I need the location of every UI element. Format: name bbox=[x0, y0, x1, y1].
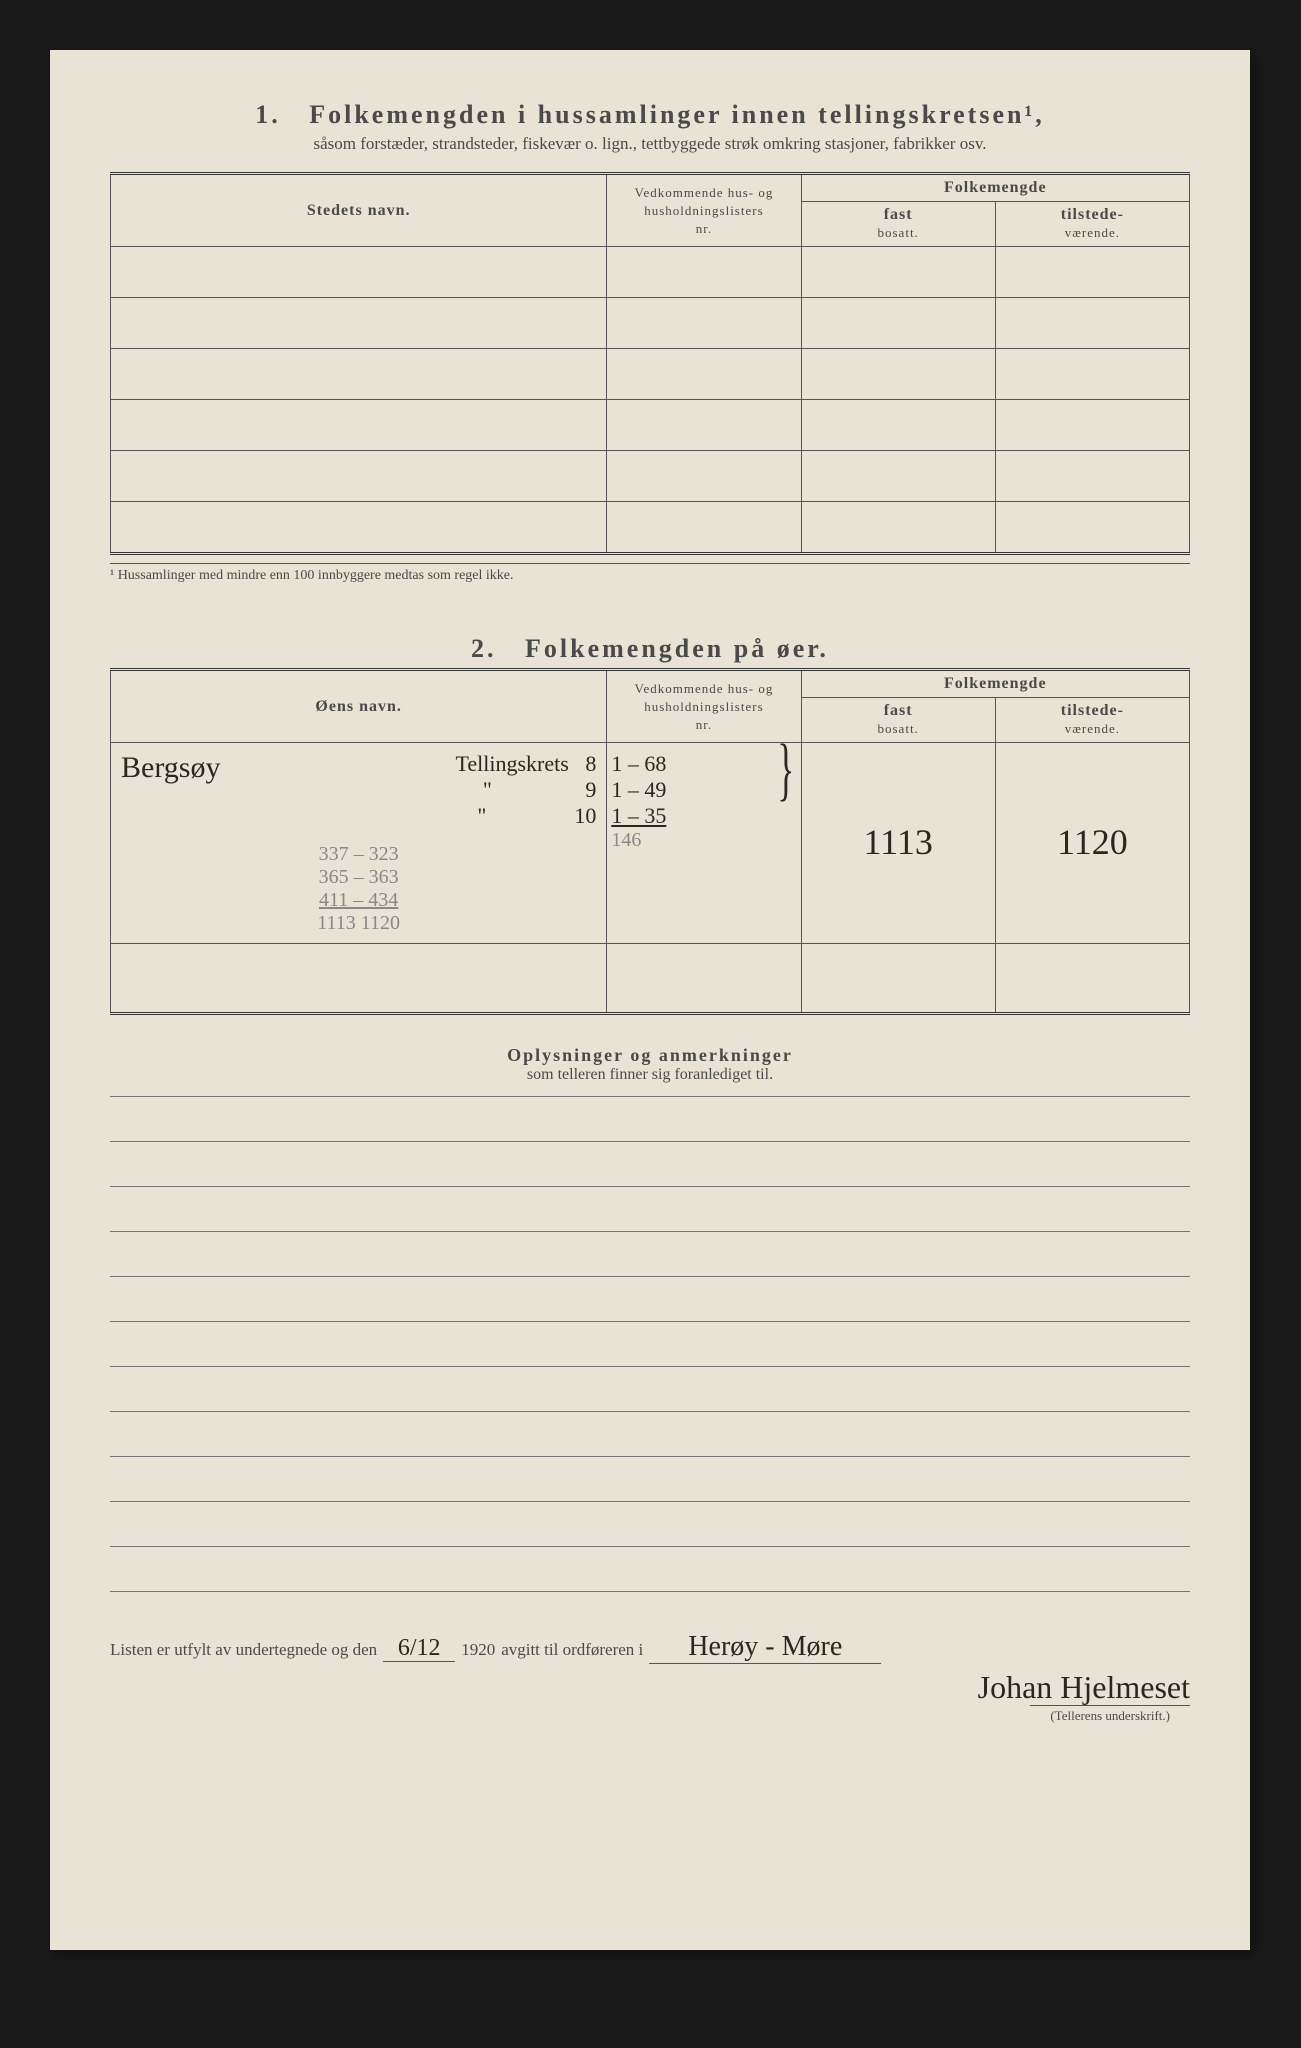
col-folkemengde: Folkemengde bbox=[801, 174, 1189, 202]
range-0: 1 – 68 bbox=[611, 751, 666, 776]
island-name: Bergsøy bbox=[121, 751, 220, 829]
footer-year: 1920 bbox=[461, 1640, 495, 1660]
col-stedets-navn: Stedets navn. bbox=[111, 174, 607, 247]
footer-line: Listen er utfylt av undertegnede og den … bbox=[110, 1632, 1190, 1664]
section1-title: 1. Folkemengden i hussamlinger innen tel… bbox=[110, 100, 1190, 130]
census-form-page: 1. Folkemengden i hussamlinger innen tel… bbox=[50, 50, 1250, 1950]
pencil-0: 337 – 323 bbox=[319, 843, 399, 865]
col-fast: fast bosatt. bbox=[801, 202, 995, 247]
oplysninger-title: Oplysninger og anmerkninger bbox=[110, 1045, 1190, 1066]
section1-table: Stedets navn. Vedkommende hus- og hushol… bbox=[110, 172, 1190, 555]
col-nr2: Vedkommende hus- og husholdningslisters … bbox=[607, 670, 801, 743]
brace-icon: } bbox=[777, 749, 794, 791]
island-cell: Bergsøy Tellingskrets 8 " 9 " 10 337 – 3… bbox=[111, 743, 607, 944]
pencil-4: 146 bbox=[611, 829, 641, 851]
nr-l3: nr. bbox=[696, 221, 712, 236]
section2-number: 2. bbox=[471, 634, 497, 663]
pencil-3: 1113 1120 bbox=[317, 912, 400, 934]
nr2-l3: nr. bbox=[696, 717, 712, 732]
nr2-l2: husholdningslisters bbox=[644, 699, 763, 714]
footer-mid: avgitt til ordføreren i bbox=[501, 1640, 643, 1660]
total-tilstede: 1120 bbox=[995, 743, 1189, 944]
col-fast2: fast bosatt. bbox=[801, 698, 995, 743]
no-0: 8 bbox=[585, 751, 596, 776]
s1-cell bbox=[111, 247, 607, 298]
pencil-1: 365 – 363 bbox=[319, 866, 399, 888]
oplysninger-subtitle: som telleren finner sig foranlediget til… bbox=[110, 1066, 1190, 1084]
col-tilstede2: tilstede- værende. bbox=[995, 698, 1189, 743]
notes-ruled-area bbox=[110, 1096, 1190, 1592]
section1-footnote: ¹ Hussamlinger med mindre enn 100 innbyg… bbox=[110, 563, 1190, 584]
footer-prefix: Listen er utfylt av undertegnede og den bbox=[110, 1640, 377, 1660]
nr-l1: Vedkommende hus- og bbox=[635, 185, 774, 200]
krets-1: " bbox=[483, 777, 492, 802]
signature-caption: (Tellerens underskrift.) bbox=[1030, 1705, 1190, 1724]
section1-number: 1. bbox=[255, 100, 281, 129]
range-2: 1 – 35 bbox=[611, 803, 666, 828]
pencil-notes: 337 – 323 365 – 363 411 – 434 1113 1120 bbox=[121, 843, 596, 935]
section1-title-text: Folkemengden i hussamlinger innen tellin… bbox=[309, 100, 1045, 129]
section1-subtitle: såsom forstæder, strandsteder, fiskevær … bbox=[110, 134, 1190, 154]
pencil-2: 411 – 434 bbox=[319, 889, 398, 911]
range-cell: 1 – 68 1 – 49 1 – 35 146 } bbox=[607, 743, 801, 944]
col-tilstede: tilstede- værende. bbox=[995, 202, 1189, 247]
col-oens-navn: Øens navn. bbox=[111, 670, 607, 743]
til2-l2: værende. bbox=[1065, 721, 1120, 736]
krets-0: Tellingskrets bbox=[455, 751, 568, 776]
section2-title: 2. Folkemengden på øer. bbox=[110, 634, 1190, 664]
til2-l1: tilstede- bbox=[1061, 702, 1124, 719]
fast2-l1: fast bbox=[884, 702, 913, 719]
col-nr: Vedkommende hus- og husholdningslisters … bbox=[607, 174, 801, 247]
section2-table: Øens navn. Vedkommende hus- og husholdni… bbox=[110, 668, 1190, 1015]
ruled-line bbox=[110, 1096, 1190, 1141]
no-1: 9 bbox=[585, 777, 596, 802]
fast2-l2: bosatt. bbox=[878, 721, 919, 736]
col-folkemengde2: Folkemengde bbox=[801, 670, 1189, 698]
fast-l1: fast bbox=[884, 206, 913, 223]
krets-2: " bbox=[477, 803, 486, 828]
footer-date: 6/12 bbox=[383, 1635, 455, 1662]
no-2: 10 bbox=[574, 803, 596, 828]
nr-l2: husholdningslisters bbox=[644, 203, 763, 218]
til-l2: værende. bbox=[1065, 225, 1120, 240]
signature-block: Johan Hjelmeset (Tellerens underskrift.) bbox=[110, 1670, 1190, 1725]
range-1: 1 – 49 bbox=[611, 777, 666, 802]
footer-place: Herøy - Møre bbox=[649, 1632, 881, 1664]
total-fast: 1113 bbox=[801, 743, 995, 944]
til-l1: tilstede- bbox=[1061, 206, 1124, 223]
nr2-l1: Vedkommende hus- og bbox=[635, 681, 774, 696]
section2-title-text: Folkemengden på øer. bbox=[525, 634, 829, 663]
fast-l2: bosatt. bbox=[878, 225, 919, 240]
signature: Johan Hjelmeset bbox=[978, 1669, 1190, 1705]
